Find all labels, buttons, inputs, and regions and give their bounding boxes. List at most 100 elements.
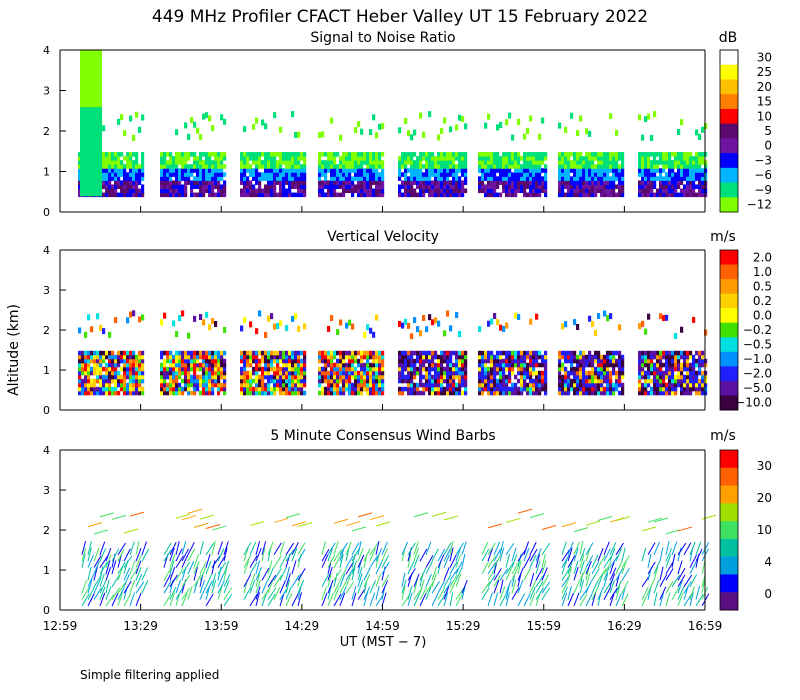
heat-cell	[318, 184, 322, 190]
wind-barb	[689, 592, 694, 607]
heat-cell	[249, 164, 253, 169]
heat-cell	[677, 366, 681, 372]
heat-cell	[223, 362, 227, 368]
heat-cell	[342, 184, 346, 190]
heat-cell	[407, 168, 411, 173]
heat-cell	[333, 366, 337, 372]
heat-cell	[698, 184, 702, 190]
heat-cell	[594, 152, 598, 157]
wind-barb	[561, 541, 567, 555]
heat-cell	[591, 386, 595, 392]
heat-cell	[175, 164, 179, 169]
wind-barb	[585, 555, 594, 568]
heat-cell	[178, 172, 182, 177]
heat-cell	[333, 386, 337, 392]
wind-barb	[437, 580, 445, 594]
heat-cell	[324, 350, 328, 356]
heat-cell	[330, 188, 334, 194]
heat-cell	[653, 386, 657, 392]
heat-cell	[193, 192, 197, 198]
heat-cell	[123, 382, 127, 388]
heat-cell	[181, 192, 185, 198]
wind-barb	[181, 554, 189, 568]
heat-cell	[87, 374, 91, 380]
heat-cell	[279, 172, 283, 177]
heat-cell	[126, 184, 130, 190]
heat-cell	[668, 184, 672, 190]
heat-cell	[653, 354, 657, 360]
heat-cell	[285, 180, 289, 185]
heat-cell	[208, 390, 212, 396]
heat-cell	[647, 350, 651, 356]
heat-cell	[434, 192, 438, 198]
heat-cell	[650, 366, 654, 372]
heat-cell	[464, 350, 468, 356]
heat-cell	[579, 115, 583, 122]
heat-cell	[638, 358, 642, 364]
heat-cell	[452, 350, 456, 356]
heat-cell	[187, 386, 191, 392]
heat-cell	[330, 152, 334, 157]
heat-cell	[93, 362, 97, 368]
heat-cell	[561, 386, 565, 392]
heat-cell	[564, 180, 568, 185]
heat-cell	[603, 370, 607, 376]
heat-cell	[567, 160, 571, 165]
heat-cell	[609, 390, 613, 396]
heat-cell	[452, 184, 456, 190]
heat-cell	[321, 354, 325, 360]
wind-barb	[333, 541, 339, 555]
heat-cell	[558, 172, 562, 177]
heat-cell	[169, 184, 173, 190]
wind-barb	[255, 560, 261, 575]
heat-cell	[434, 168, 438, 173]
wind-barb	[267, 574, 277, 588]
heat-cell	[437, 172, 441, 177]
heat-cell	[641, 160, 645, 165]
heat-cell	[108, 358, 112, 364]
heat-cell	[339, 366, 343, 372]
heat-cell	[698, 350, 702, 356]
heat-cell	[132, 134, 136, 141]
heat-cell	[437, 192, 441, 198]
heat-cell	[692, 172, 696, 177]
wind-barb	[351, 566, 356, 581]
heat-cell	[81, 358, 85, 364]
heat-cell	[428, 378, 432, 384]
heat-cell	[443, 358, 447, 364]
heat-cell	[585, 180, 589, 185]
wind-barb	[223, 594, 233, 607]
heat-cell	[416, 358, 420, 364]
heat-cell	[535, 164, 539, 169]
heat-cell	[532, 350, 536, 356]
heat-cell	[175, 192, 179, 198]
heat-cell	[132, 176, 136, 181]
heat-cell	[202, 390, 206, 396]
heat-cell	[493, 188, 497, 194]
wind-barb	[249, 521, 265, 527]
heat-cell	[665, 192, 669, 198]
colorbar-label: 0	[764, 139, 772, 153]
heat-cell	[496, 152, 500, 157]
heat-cell	[680, 172, 684, 177]
heat-cell	[217, 192, 221, 198]
heat-cell	[478, 156, 482, 161]
heat-cell	[381, 386, 385, 392]
heat-cell	[567, 152, 571, 157]
heat-cell	[416, 326, 420, 333]
heat-cell	[404, 350, 408, 356]
heat-cell	[526, 180, 530, 185]
wind-barb	[375, 561, 383, 575]
heat-cell	[644, 386, 648, 392]
heat-cell	[318, 366, 322, 372]
wind-barb	[603, 555, 613, 568]
wind-barb	[187, 561, 195, 575]
heat-cell	[484, 382, 488, 388]
heat-cell	[686, 156, 690, 161]
heat-cell	[609, 358, 613, 364]
heat-cell	[160, 164, 164, 169]
heat-cell	[404, 188, 408, 194]
heat-cell	[683, 382, 687, 388]
heat-cell	[564, 172, 568, 177]
heat-cell	[169, 188, 173, 194]
